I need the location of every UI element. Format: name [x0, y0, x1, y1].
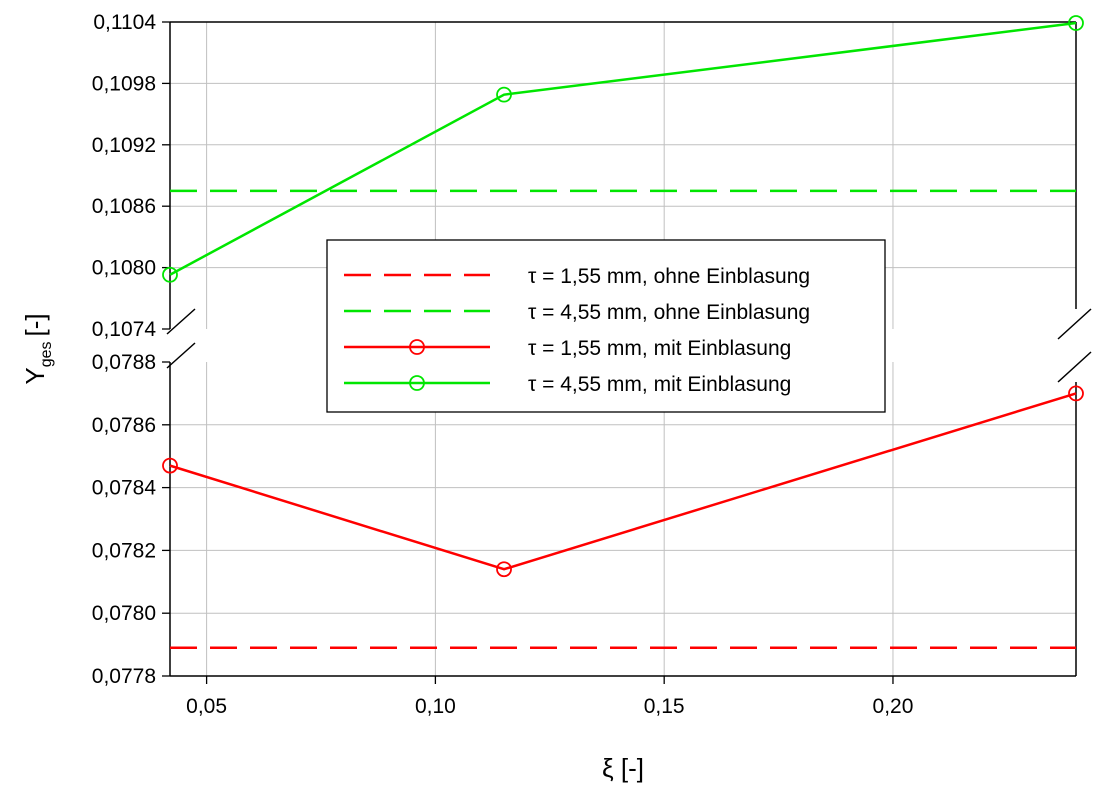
axis-break-mark [166, 308, 196, 335]
series-point-2 [162, 457, 178, 474]
legend-label-2: τ = 1,55 mm, mit Einblasung [528, 337, 791, 360]
y-tick-label: 0,0784 [92, 477, 157, 500]
grid [170, 22, 1076, 676]
series-point-3 [162, 266, 178, 283]
x-tick-label: 0,15 [644, 695, 685, 718]
y-tick-label: 0,1104 [93, 11, 156, 34]
y-tick-label: 0,0778 [92, 665, 156, 688]
y-axis-title: Yges [-] [20, 313, 55, 384]
series-point-2 [1068, 385, 1084, 402]
legend-label-3: τ = 4,55 mm, mit Einblasung [528, 373, 791, 396]
x-tick-label: 0,05 [186, 695, 227, 718]
y-tick-label: 0,1086 [92, 195, 156, 218]
series-point-3 [496, 86, 512, 103]
legend-box [326, 239, 886, 413]
legend-marker-3 [409, 375, 425, 391]
y-tick-label: 0,0780 [92, 602, 156, 625]
series-line-2 [169, 392, 1077, 571]
series [162, 15, 1084, 649]
x-axis-title: ξ [-] [602, 753, 644, 783]
y-tick-label: 0,1080 [92, 257, 156, 280]
y-tick-label: 0,1074 [92, 318, 157, 341]
y-axis-title-subscript: ges [38, 341, 55, 367]
axes [162, 21, 1092, 684]
series-line-3 [169, 21, 1077, 276]
y-tick-label: 0,0786 [92, 414, 156, 437]
x-tick-label: 0,10 [415, 695, 456, 718]
x-tick-label: 0,20 [873, 695, 914, 718]
legend-label-0: τ = 1,55 mm, ohne Einblasung [528, 265, 810, 288]
legend: τ = 1,55 mm, ohne Einblasung τ = 4,55 mm,… [326, 239, 886, 413]
axis-break-mark [166, 342, 196, 369]
axis-break-mark [1057, 351, 1092, 383]
y-tick-label: 0,1098 [92, 72, 156, 95]
y-axis-title-main: Y [20, 367, 50, 384]
legend-marker-2 [409, 339, 425, 355]
legend-label-1: τ = 4,55 mm, ohne Einblasung [528, 301, 810, 324]
axis-break-mark [1057, 308, 1092, 340]
tick-labels: 0,05 0,10 0,15 0,20 0,1074 0,1080 0,1086 0,1092… [92, 11, 914, 718]
y-axis-title-unit: [-] [20, 313, 50, 336]
y-tick-label: 0,0788 [92, 351, 156, 374]
series-point-2 [496, 561, 512, 578]
series-point-3 [1068, 15, 1084, 31]
y-tick-label: 0,1092 [92, 134, 156, 157]
y-tick-label: 0,0782 [92, 539, 156, 562]
